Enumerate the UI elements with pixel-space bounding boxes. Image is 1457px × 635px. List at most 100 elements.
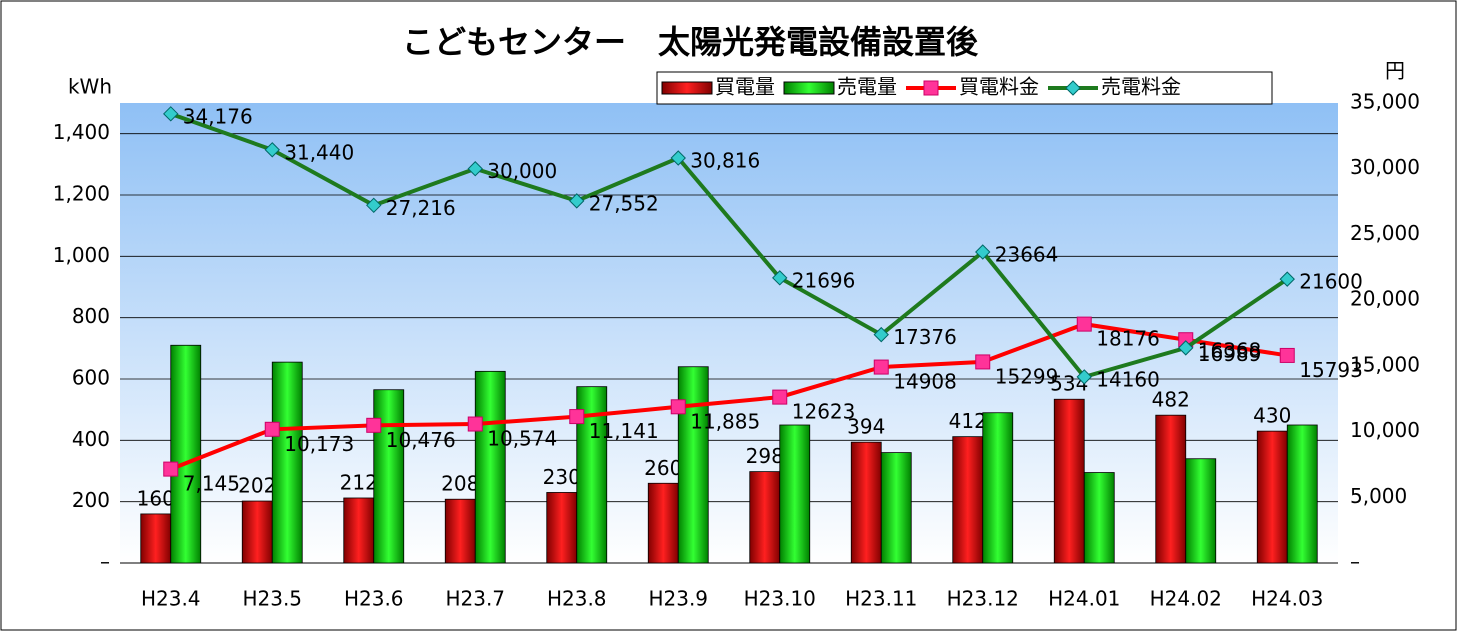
marker xyxy=(569,409,585,425)
line-label: 15299 xyxy=(995,364,1059,388)
y2-tick-label: 5,000 xyxy=(1350,484,1407,508)
legend-label: 売電料金 xyxy=(1101,75,1181,99)
marker xyxy=(264,142,280,158)
y2-tick-label: 15,000 xyxy=(1350,352,1420,376)
bar-label: 160 xyxy=(137,486,175,510)
marker xyxy=(1279,347,1295,363)
line-label: 16368 xyxy=(1198,338,1262,362)
marker xyxy=(772,389,788,405)
line xyxy=(170,322,1288,471)
legend-swatch xyxy=(783,81,835,95)
bar-label: 212 xyxy=(340,470,378,494)
x-tick-label: H23.4 xyxy=(141,587,201,611)
line-label: 16989 xyxy=(1198,342,1262,366)
marker xyxy=(163,106,179,122)
line-label: 21696 xyxy=(792,268,856,292)
bar xyxy=(952,436,984,564)
line-label: 7,145 xyxy=(183,472,240,496)
line-label: 17376 xyxy=(893,325,957,349)
line-label: 12623 xyxy=(792,400,856,424)
x-tick-label: H23.11 xyxy=(845,587,917,611)
marker xyxy=(1076,369,1092,385)
bar xyxy=(241,500,273,564)
y2-tick-label: – xyxy=(1350,550,1360,574)
line-label: 11,885 xyxy=(690,409,760,433)
bar-label: 430 xyxy=(1253,404,1291,428)
bar xyxy=(1286,424,1318,564)
bar-label: 208 xyxy=(441,472,479,496)
x-tick-label: H23.9 xyxy=(648,587,708,611)
line-label: 14160 xyxy=(1096,367,1160,391)
marker xyxy=(1076,316,1092,332)
y-tick-label: 1,200 xyxy=(53,182,110,206)
bar xyxy=(850,441,882,564)
bar xyxy=(1083,472,1115,564)
bar xyxy=(170,344,202,564)
bar xyxy=(677,366,709,564)
x-tick-label: H23.12 xyxy=(947,587,1019,611)
bar xyxy=(373,389,405,564)
bar xyxy=(749,471,781,564)
marker xyxy=(366,417,382,433)
bar xyxy=(343,497,375,564)
line-label: 30,000 xyxy=(487,159,557,183)
marker xyxy=(772,270,788,286)
marker xyxy=(670,150,686,166)
y2-tick-label: 35,000 xyxy=(1350,90,1420,114)
line-label: 14908 xyxy=(893,370,957,394)
bar-label: 298 xyxy=(746,444,784,468)
marker xyxy=(873,326,889,343)
bar xyxy=(474,370,506,564)
x-tick-label: H24.03 xyxy=(1251,587,1323,611)
marker xyxy=(467,416,483,432)
y-tick-label: 1,400 xyxy=(53,120,110,144)
marker xyxy=(975,354,991,370)
y2-tick-label: 25,000 xyxy=(1350,221,1420,245)
legend-marker xyxy=(923,80,939,96)
line-label: 10,574 xyxy=(487,427,557,451)
bar-label: 202 xyxy=(238,474,276,498)
x-tick-label: H23.5 xyxy=(242,587,302,611)
line-label: 23664 xyxy=(995,242,1059,266)
bar xyxy=(546,492,578,564)
bar xyxy=(880,452,912,564)
marker xyxy=(264,421,280,437)
line-label: 30,816 xyxy=(690,148,760,172)
y-tick-label: 200 xyxy=(72,488,110,512)
bar-label: 230 xyxy=(543,465,581,489)
y-tick-label: 600 xyxy=(72,366,110,390)
line-label: 18176 xyxy=(1096,327,1160,351)
y-tick-label: 800 xyxy=(72,304,110,328)
bar xyxy=(1155,414,1187,564)
y2-axis-label: 円 xyxy=(1385,59,1405,83)
line xyxy=(170,111,1289,380)
line-label: 21600 xyxy=(1299,270,1363,294)
line-label: 27,552 xyxy=(589,191,659,215)
bar-label: 482 xyxy=(1152,388,1190,412)
legend-label: 買電量 xyxy=(715,75,775,99)
marker xyxy=(873,359,889,375)
marker xyxy=(163,461,179,477)
x-tick-label: H23.10 xyxy=(744,587,816,611)
bar xyxy=(1053,398,1085,564)
bar-label: 394 xyxy=(847,415,885,439)
y-tick-label: – xyxy=(100,550,110,574)
chart-title: こどもセンター 太陽光発電設備設置後 xyxy=(402,23,979,61)
line-label: 15793 xyxy=(1299,358,1363,382)
y-tick-label: 400 xyxy=(72,427,110,451)
x-tick-label: H24.01 xyxy=(1048,587,1120,611)
marker xyxy=(467,161,483,177)
bar-label: 260 xyxy=(644,456,682,480)
bar xyxy=(1256,430,1288,564)
x-tick-label: H23.8 xyxy=(547,587,607,611)
line-label: 34,176 xyxy=(183,104,253,128)
marker xyxy=(975,244,991,260)
bar xyxy=(1185,458,1217,564)
marker xyxy=(1279,271,1295,287)
line-label: 27,216 xyxy=(386,196,456,220)
marker xyxy=(366,197,382,214)
line-label: 11,141 xyxy=(589,419,659,443)
bar xyxy=(140,513,172,564)
y2-tick-label: 20,000 xyxy=(1350,287,1420,311)
